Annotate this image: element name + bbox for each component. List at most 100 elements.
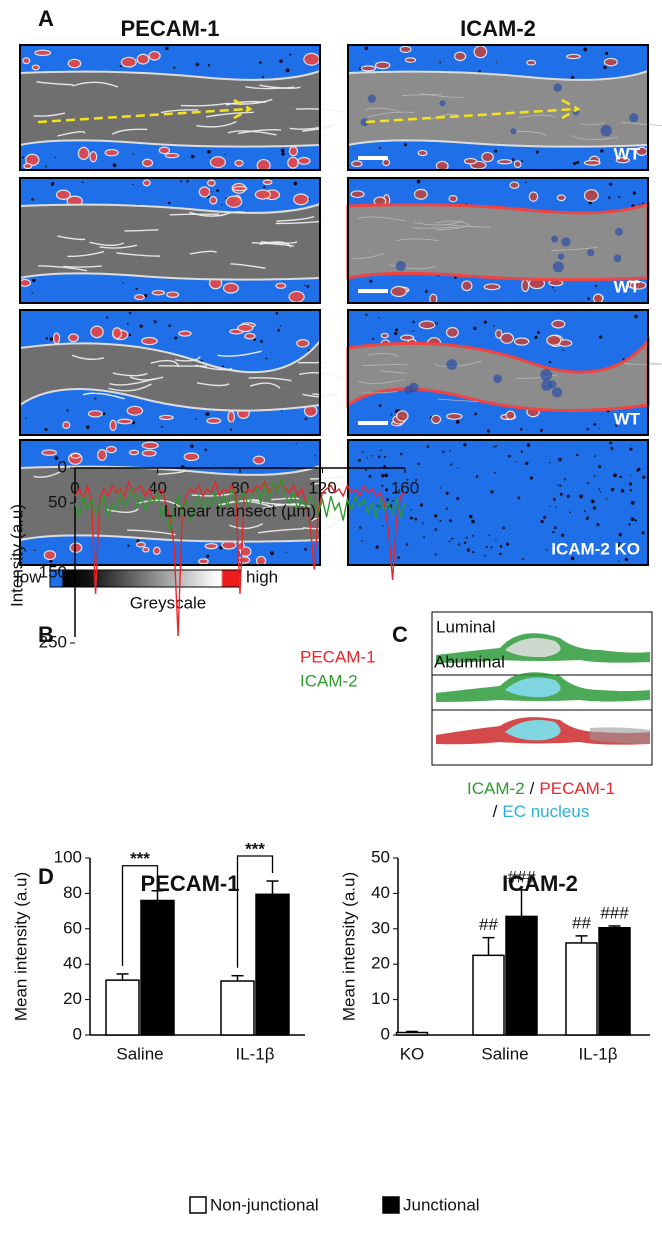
image-frame	[347, 44, 649, 171]
legend-label: Junctional	[403, 1195, 480, 1214]
blob	[287, 156, 299, 169]
blob	[43, 550, 57, 561]
speckle	[560, 533, 565, 537]
blob	[142, 179, 151, 187]
speckle	[106, 316, 109, 319]
speckle	[472, 551, 475, 554]
transect-arrow	[365, 98, 581, 124]
micrograph	[347, 44, 662, 171]
speckle	[392, 499, 395, 502]
speckle	[380, 449, 382, 451]
y-tick-label: 30	[371, 918, 390, 937]
speckle	[361, 540, 364, 542]
blob	[400, 334, 415, 341]
speckle	[132, 153, 134, 156]
speckle	[548, 461, 551, 464]
speckle	[487, 429, 491, 433]
cell-boundary	[229, 523, 264, 530]
micrograph	[346, 177, 650, 305]
texture	[579, 121, 605, 125]
speckle	[50, 183, 54, 186]
speckle	[143, 293, 148, 298]
image-frame	[19, 309, 321, 436]
cell-boundary	[289, 123, 337, 130]
y-tick-label: 50	[371, 847, 390, 866]
speckle	[395, 490, 398, 493]
cell-boundary	[196, 382, 230, 387]
cell-boundary	[311, 516, 350, 525]
blob	[141, 441, 159, 450]
cell-boundary	[257, 528, 304, 534]
bar	[140, 899, 175, 1036]
speckle	[160, 425, 163, 428]
y-tick-label: 50	[48, 492, 67, 511]
speckle	[24, 417, 27, 420]
speckle	[618, 542, 621, 545]
nucleus-void	[510, 128, 517, 135]
speckle	[304, 417, 308, 421]
speckle	[466, 548, 471, 552]
cell-boundary	[108, 383, 152, 392]
blob	[198, 558, 209, 565]
chart-title: ICAM-2	[502, 871, 578, 896]
speckle	[490, 546, 493, 549]
speckle	[368, 475, 372, 478]
speckle	[551, 286, 554, 289]
speckle	[135, 287, 138, 290]
texture	[362, 391, 398, 394]
cell-boundary	[33, 112, 66, 117]
cell-boundary	[175, 356, 201, 362]
speckle	[569, 511, 571, 514]
blob	[275, 282, 287, 289]
speckle	[494, 471, 496, 474]
blob	[142, 546, 150, 553]
speckle	[49, 337, 54, 341]
blob	[382, 158, 391, 167]
speckle	[445, 507, 448, 510]
blob	[473, 45, 488, 59]
blob	[206, 179, 216, 187]
texture	[435, 220, 473, 228]
speckle	[281, 152, 285, 156]
blob	[454, 51, 467, 62]
speckle	[525, 461, 529, 465]
panel-c: C Luminal Abuminal ICAM-2/PECAM-1 /EC nu…	[392, 611, 653, 821]
speckle	[613, 473, 617, 478]
nucleus-void	[395, 260, 406, 272]
blob	[303, 52, 320, 66]
speckle	[559, 492, 563, 496]
blob	[497, 159, 513, 165]
cell-boundary	[196, 121, 237, 128]
speckle	[629, 489, 632, 492]
blob	[293, 193, 309, 206]
significance-label: ###	[600, 903, 629, 922]
speckle	[285, 551, 287, 553]
speckle	[471, 534, 474, 537]
speckle	[593, 475, 596, 477]
speckle	[553, 290, 556, 292]
speckle	[449, 519, 452, 523]
cell-boundary	[217, 350, 262, 357]
speckle	[128, 333, 132, 337]
speckle	[410, 509, 412, 511]
speckle	[398, 489, 401, 492]
y-tick-label: 20	[63, 989, 82, 1008]
texture	[413, 220, 464, 226]
speckle	[451, 537, 454, 540]
blob	[198, 186, 211, 198]
nucleus-void	[600, 124, 612, 137]
cell-boundary	[116, 252, 160, 257]
x-tick-label: Saline	[116, 1044, 163, 1063]
texture	[367, 353, 399, 357]
texture	[569, 134, 618, 140]
speckle	[554, 526, 557, 530]
y-axis-label: Mean intensity (a.u)	[11, 872, 30, 1021]
speckle	[490, 490, 494, 494]
speckle	[209, 157, 211, 159]
speckle	[359, 526, 362, 529]
cell-boundary	[205, 111, 254, 118]
speckle	[483, 320, 487, 324]
speckle	[275, 312, 279, 315]
blob	[513, 337, 530, 346]
speckle	[508, 454, 511, 458]
